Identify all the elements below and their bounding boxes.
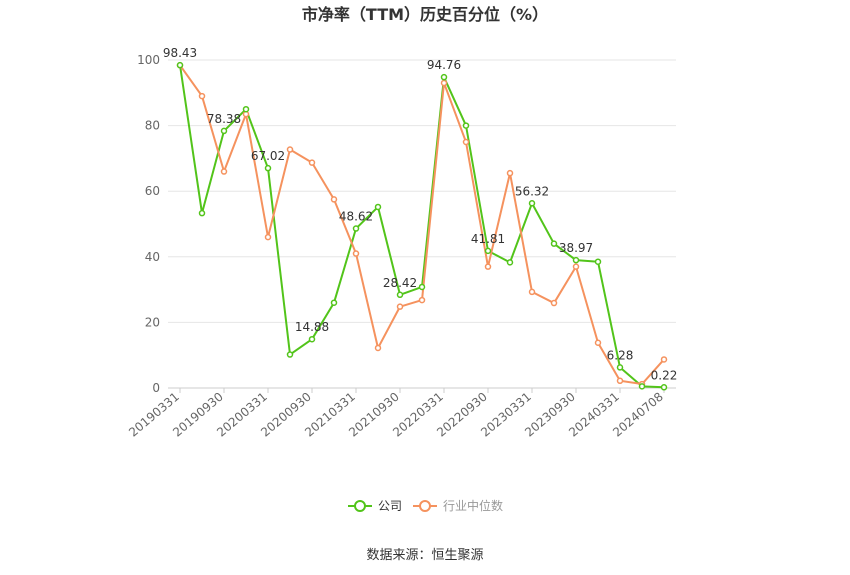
data-label: 48.62 — [339, 210, 373, 224]
data-point-company — [572, 256, 580, 264]
data-point-company — [594, 258, 602, 265]
legend-swatch-marker — [419, 500, 431, 512]
data-point-industry-median — [374, 344, 382, 352]
data-point-company — [616, 364, 624, 371]
data-point-industry-median — [550, 299, 558, 307]
data-point-company — [550, 240, 558, 247]
data-point-industry-median — [528, 288, 536, 296]
legend-label: 公司 — [378, 499, 402, 513]
legend[interactable]: 公司 行业中位数 — [348, 498, 503, 513]
data-point-industry-median — [440, 79, 448, 87]
data-point-industry-median — [286, 146, 294, 153]
data-point-industry-median — [418, 296, 426, 304]
data-label: 41.81 — [471, 232, 505, 246]
data-point-industry-median — [198, 92, 206, 100]
series-line-industry-median — [179, 64, 665, 386]
data-label: 67.02 — [251, 149, 285, 163]
data-points — [176, 61, 668, 391]
data-point-company — [638, 383, 646, 390]
y-tick-label: 40 — [145, 250, 160, 264]
source-text: 数据来源：恒生聚源 — [366, 548, 483, 563]
data-point-company — [660, 384, 668, 391]
data-point-industry-median — [660, 356, 668, 363]
data-point-industry-median — [352, 250, 360, 257]
data-point-industry-median — [594, 339, 602, 346]
data-point-company — [264, 164, 272, 172]
data-point-company — [220, 127, 228, 135]
data-point-industry-median — [308, 159, 316, 166]
data-point-company — [352, 225, 360, 232]
data-point-industry-median — [616, 377, 624, 385]
data-label: 28.42 — [383, 276, 417, 290]
data-point-company — [418, 283, 426, 291]
data-labels: 98.43 78.38 67.02 14.88 48.62 28.42 94.76 41.81… — [163, 46, 678, 382]
data-point-industry-median — [220, 168, 228, 175]
data-point-industry-median — [396, 303, 404, 310]
data-point-company — [286, 351, 294, 358]
legend-label: 行业中位数 — [443, 498, 503, 513]
data-point-company — [462, 122, 470, 129]
data-point-industry-median — [264, 233, 272, 241]
data-point-company — [198, 209, 206, 217]
legend-item-company[interactable]: 公司 — [348, 499, 402, 513]
y-tick-label: 80 — [145, 119, 160, 133]
data-label: 38.97 — [559, 241, 593, 255]
data-point-industry-median — [330, 196, 338, 203]
data-label: 94.76 — [427, 58, 461, 72]
legend-swatch-marker — [354, 500, 366, 512]
y-tick-label: 60 — [145, 184, 160, 198]
series-line-company — [179, 65, 665, 389]
data-label: 6.28 — [607, 348, 634, 362]
data-point-company — [396, 291, 404, 299]
data-label: 14.88 — [295, 320, 329, 334]
data-point-industry-median — [506, 169, 514, 177]
data-point-company — [330, 299, 338, 306]
data-point-industry-median — [484, 263, 492, 270]
y-tick-label: 100 — [137, 53, 160, 67]
y-tick-label: 0 — [152, 381, 160, 395]
data-label: 98.43 — [163, 46, 197, 60]
data-point-company — [308, 335, 316, 343]
data-point-company — [440, 73, 448, 81]
data-point-company — [374, 203, 382, 211]
data-point-company — [484, 247, 492, 255]
legend-item-industry-median[interactable]: 行业中位数 — [413, 498, 503, 513]
data-point-company — [506, 259, 514, 266]
data-label: 0.22 — [651, 368, 678, 382]
data-point-company — [528, 200, 536, 207]
data-point-company — [176, 61, 184, 69]
data-point-company — [242, 105, 250, 113]
data-point-industry-median — [462, 138, 470, 146]
y-tick-label: 20 — [145, 315, 160, 329]
data-label: 56.32 — [515, 184, 549, 198]
chart-title: 市净率（TTM）历史百分位（%） — [302, 5, 548, 24]
data-point-industry-median — [572, 263, 580, 270]
series-lines — [179, 64, 665, 389]
data-label: 78.38 — [207, 112, 241, 126]
